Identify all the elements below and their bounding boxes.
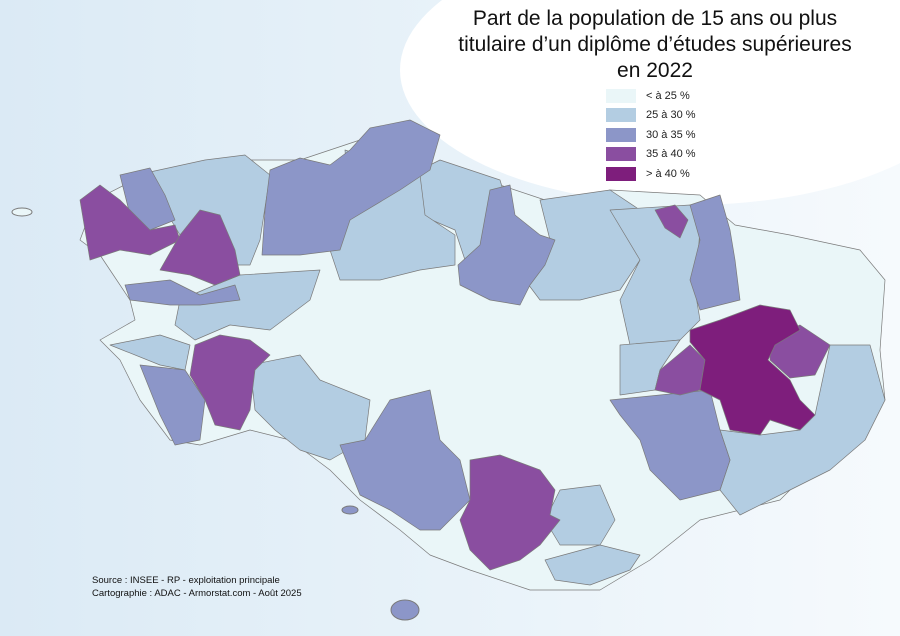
legend-swatch	[606, 147, 636, 162]
legend-swatch	[606, 166, 636, 181]
region-35-40	[159, 209, 241, 286]
region-35-40	[654, 204, 689, 239]
island-groix	[341, 505, 359, 515]
legend-label: 25 à 30 %	[646, 109, 696, 122]
region-25-30	[109, 334, 191, 371]
legend: < à 25 % 25 à 30 % 30 à 35 % 35 à 40 % >…	[606, 86, 696, 184]
legend-item: > à 40 %	[606, 164, 696, 184]
legend-item: 30 à 35 %	[606, 125, 696, 145]
region-30-35	[457, 184, 556, 306]
title-background	[400, 0, 900, 205]
legend-swatch	[606, 88, 636, 103]
legend-swatch	[606, 108, 636, 123]
legend-item: 35 à 40 %	[606, 145, 696, 165]
region-35-40	[459, 454, 561, 571]
region-30-35	[689, 194, 741, 311]
title-line: titulaire d’un diplôme d’études supérieu…	[458, 33, 852, 56]
region-25-30	[174, 269, 321, 341]
region-35-40	[79, 184, 181, 261]
source-note: Source : INSEE - RP - exploitation princ…	[92, 574, 302, 600]
legend-swatch	[606, 127, 636, 142]
island-ouessant	[11, 207, 33, 217]
map-title: Part de la population de 15 ans ou plus …	[420, 6, 890, 84]
region-35-40	[189, 334, 271, 431]
region-over-40	[689, 304, 816, 436]
legend-label: > à 40 %	[646, 167, 690, 180]
title-line: en 2022	[617, 59, 693, 82]
title-line: Part de la population de 15 ans ou plus	[472, 7, 838, 30]
region-25-30	[149, 154, 271, 266]
region-30-35	[339, 389, 471, 531]
credit-line: Cartographie : ADAC - Armorstat.com - Ao…	[92, 588, 302, 599]
legend-label: 35 à 40 %	[646, 148, 696, 161]
region-30-35	[139, 364, 206, 446]
region-25-30	[544, 544, 641, 586]
legend-item: 25 à 30 %	[606, 106, 696, 126]
legend-label: 30 à 35 %	[646, 128, 696, 141]
legend-label: < à 25 %	[646, 89, 690, 102]
source-line: Source : INSEE - RP - exploitation princ…	[92, 575, 280, 586]
region-30-35	[124, 279, 241, 306]
legend-item: < à 25 %	[606, 86, 696, 106]
island-belle-ile	[390, 599, 420, 621]
region-30-35	[261, 119, 441, 256]
